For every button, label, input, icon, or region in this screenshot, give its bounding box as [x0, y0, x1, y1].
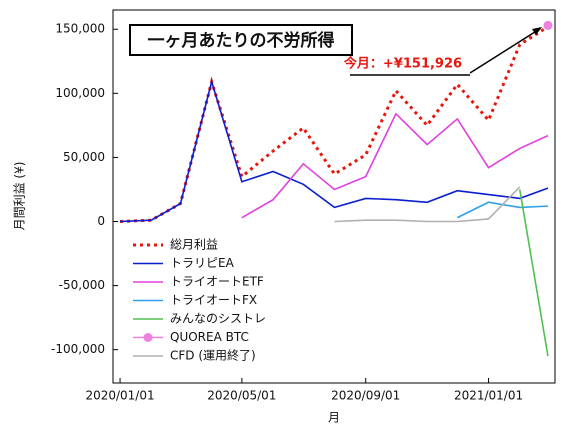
- legend-label: CFD (運用終了): [170, 348, 256, 363]
- y-tick-label: 0: [97, 214, 105, 228]
- legend-label: トライオートETF: [170, 275, 264, 289]
- y-tick-label: -50,000: [59, 278, 105, 292]
- y-tick-label: -100,000: [51, 342, 105, 356]
- legend-label: みんなのシストレ: [170, 312, 266, 326]
- y-tick-label: 50,000: [63, 150, 105, 164]
- chart-title: 一ヶ月あたりの不労所得: [148, 30, 335, 51]
- series-line: [518, 189, 549, 357]
- point-marker: [543, 20, 553, 30]
- series-line: [334, 186, 521, 223]
- legend-label: 総月利益: [170, 238, 218, 252]
- annotation: 今月：+¥151,926: [343, 56, 462, 72]
- x-tick-label: 2020/01/01: [85, 389, 154, 403]
- series-line: [456, 201, 548, 219]
- legend-marker: [143, 333, 153, 342]
- plot-frame: [112, 9, 556, 384]
- y-axis-label: 月間利益 (¥): [13, 162, 27, 231]
- x-tick-label: 2021/01/01: [454, 389, 523, 403]
- title-box: [129, 24, 353, 56]
- arrow-head: [532, 27, 542, 35]
- legend-label: トライオートFX: [170, 293, 257, 307]
- series-line: [120, 78, 549, 223]
- x-tick-label: 2020/05/01: [207, 389, 276, 403]
- annotation-arrow: [469, 29, 539, 74]
- x-tick-label: 2020/09/01: [331, 389, 400, 403]
- legend-label: トラリピEA: [170, 256, 235, 270]
- y-tick-label: 150,000: [55, 22, 105, 36]
- plot-layer: [113, 20, 553, 383]
- y-tick-label: 100,000: [55, 86, 105, 100]
- legend-label: QUOREA BTC: [170, 330, 249, 344]
- x-axis-label: 月: [328, 411, 340, 425]
- series-line: [241, 112, 549, 219]
